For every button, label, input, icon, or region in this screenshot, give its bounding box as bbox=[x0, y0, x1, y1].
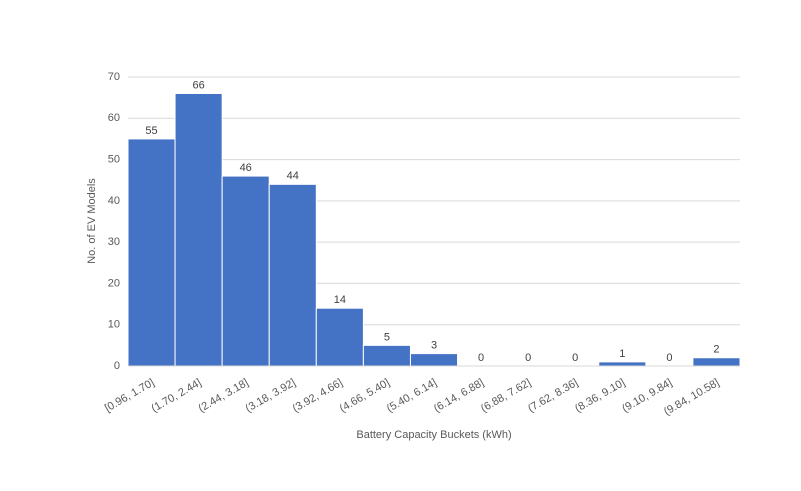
bar bbox=[127, 138, 176, 367]
data-label: 46 bbox=[240, 162, 252, 174]
bar bbox=[692, 357, 741, 367]
bar bbox=[315, 307, 364, 367]
y-tick-label: 0 bbox=[114, 360, 120, 372]
data-label: 0 bbox=[666, 352, 672, 364]
y-axis-title: No. of EV Models bbox=[86, 178, 98, 264]
y-tick-label: 10 bbox=[108, 319, 120, 331]
y-tick-label: 50 bbox=[108, 153, 120, 165]
bar bbox=[409, 353, 459, 367]
y-tick-label: 70 bbox=[108, 71, 120, 83]
data-label: 3 bbox=[431, 340, 437, 352]
data-label: 2 bbox=[713, 344, 719, 356]
y-tick-label: 30 bbox=[108, 236, 120, 248]
data-label: 0 bbox=[572, 352, 578, 364]
data-label: 0 bbox=[525, 352, 531, 364]
y-tick-label: 60 bbox=[108, 112, 120, 124]
bar bbox=[362, 344, 411, 367]
data-label: 1 bbox=[619, 348, 625, 360]
bar bbox=[221, 175, 270, 367]
bar bbox=[268, 183, 317, 367]
data-label: 5 bbox=[384, 331, 390, 343]
data-label: 14 bbox=[334, 294, 346, 306]
bar bbox=[174, 93, 223, 367]
data-label: 55 bbox=[145, 125, 157, 137]
bar bbox=[598, 361, 647, 367]
x-axis-title: Battery Capacity Buckets (kWh) bbox=[356, 429, 511, 441]
y-tick-label: 20 bbox=[108, 277, 120, 289]
data-label: 0 bbox=[478, 352, 484, 364]
y-tick-label: 40 bbox=[108, 195, 120, 207]
data-label: 66 bbox=[192, 79, 204, 91]
data-label: 44 bbox=[287, 170, 299, 182]
